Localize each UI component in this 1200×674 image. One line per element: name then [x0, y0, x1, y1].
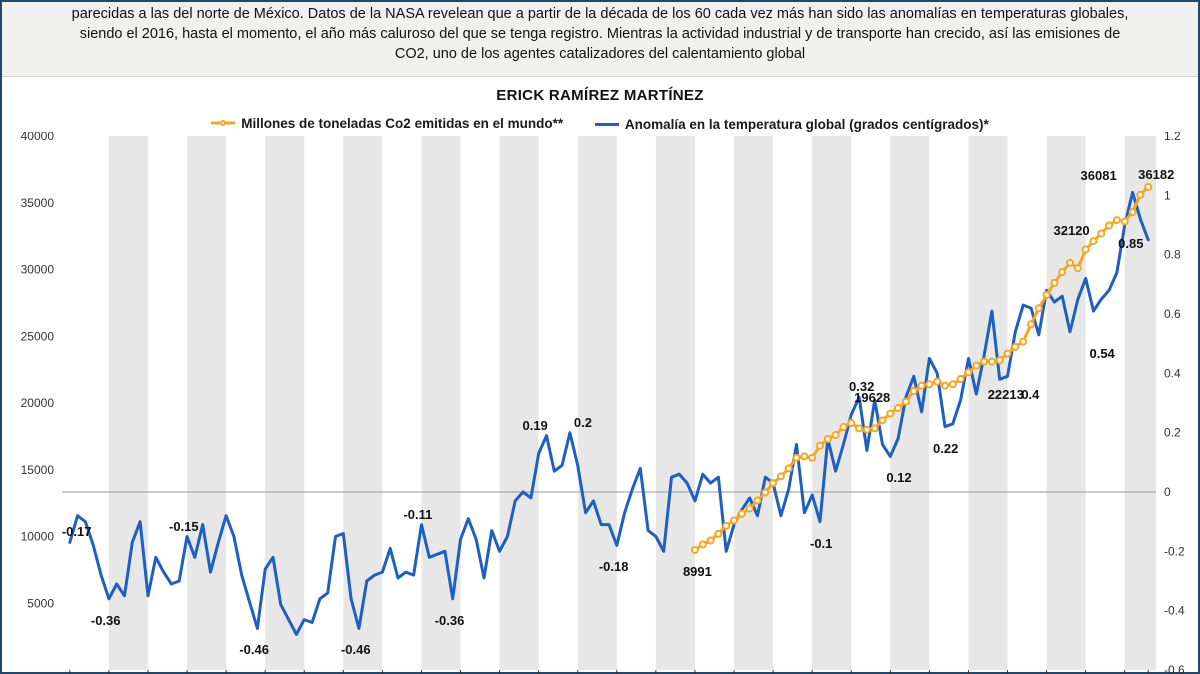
- legend-item-anomaly: Anomalía en la temperatura global (grado…: [595, 117, 989, 132]
- legend-anomaly-label: Anomalía en la temperatura global (grado…: [625, 117, 989, 132]
- svg-text:0.6: 0.6: [1164, 307, 1181, 321]
- svg-text:0.4: 0.4: [1164, 366, 1181, 380]
- legend-co2-marker: [211, 120, 235, 126]
- legend-anomaly-marker: [595, 123, 619, 126]
- svg-text:20000: 20000: [21, 396, 55, 410]
- svg-text:0: 0: [1164, 485, 1171, 499]
- svg-text:40000: 40000: [21, 132, 55, 143]
- svg-text:-0.4: -0.4: [1164, 604, 1185, 618]
- legend: Millones de toneladas Co2 emitidas en el…: [2, 114, 1198, 132]
- byline: ERICK RAMÍREZ MARTÍNEZ: [2, 87, 1198, 104]
- svg-text:15000: 15000: [21, 463, 55, 477]
- svg-text:1: 1: [1164, 188, 1171, 202]
- svg-text:30000: 30000: [21, 263, 55, 277]
- svg-text:0.2: 0.2: [1164, 426, 1181, 440]
- legend-co2-label: Millones de toneladas Co2 emitidas en el…: [241, 116, 563, 131]
- legend-item-co2: Millones de toneladas Co2 emitidas en el…: [211, 116, 563, 131]
- intro-paragraph: parecidas a las del norte de México. Dat…: [62, 4, 1138, 64]
- svg-text:35000: 35000: [21, 196, 55, 210]
- svg-text:25000: 25000: [21, 329, 55, 343]
- chart-frame: parecidas a las del norte de México. Dat…: [0, 0, 1200, 674]
- svg-text:10000: 10000: [21, 530, 55, 544]
- svg-text:5000: 5000: [27, 596, 54, 610]
- chart-area: 8085909500051015202530354045505560657075…: [2, 132, 1200, 674]
- svg-text:0.8: 0.8: [1164, 248, 1181, 262]
- svg-text:-0.6: -0.6: [1164, 663, 1185, 674]
- svg-text:-0.2: -0.2: [1164, 544, 1185, 558]
- header-band: parecidas a las del norte de México. Dat…: [2, 2, 1198, 77]
- svg-text:1.2: 1.2: [1164, 132, 1181, 143]
